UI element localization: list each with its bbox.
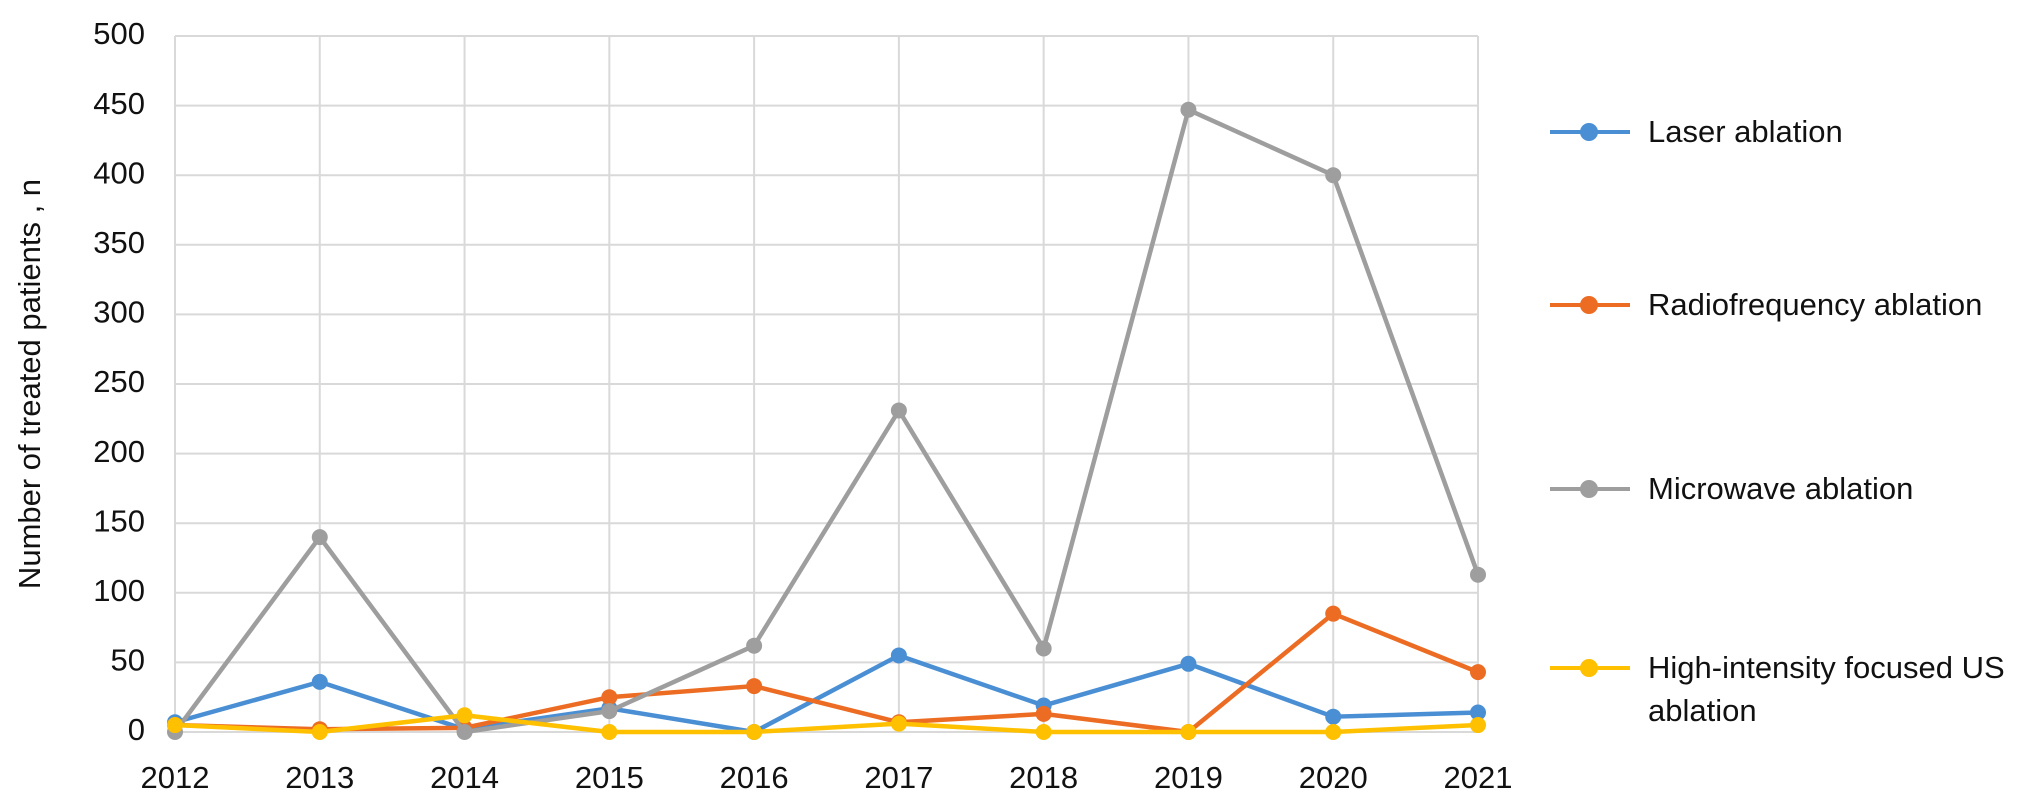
y-tick-label: 500 (93, 16, 145, 51)
data-point (456, 707, 473, 724)
series-line (174, 713, 1479, 735)
data-point (1180, 101, 1197, 118)
legend-entry: Laser ablation (1550, 114, 2018, 153)
data-point (890, 715, 907, 732)
x-tick-label: 2015 (575, 760, 644, 795)
data-point (167, 717, 183, 734)
legend-label: Microwave ablation (1648, 471, 1914, 506)
legend-key (1550, 650, 1630, 686)
data-point (311, 724, 328, 740)
x-tick-label: 2012 (141, 760, 210, 795)
x-tick-label: 2020 (1299, 760, 1368, 795)
y-tick-label: 0 (128, 712, 145, 747)
legend-key (1550, 471, 1630, 507)
data-point (1035, 705, 1052, 722)
data-point (1470, 664, 1486, 681)
data-point (1325, 605, 1342, 622)
data-point (890, 402, 907, 419)
y-tick-label: 100 (93, 573, 145, 608)
y-tick-label: 400 (93, 155, 145, 190)
data-point (746, 724, 763, 740)
data-point (1180, 724, 1197, 740)
legend-entry: High-intensity focused US ablation (1550, 650, 2018, 732)
y-tick-label: 450 (93, 86, 145, 121)
legend-label: Radiofrequency ablation (1648, 287, 1983, 322)
x-tick-label: 2018 (1009, 760, 1078, 795)
data-point (1325, 724, 1342, 740)
series-line (174, 653, 1479, 735)
data-point (1035, 640, 1052, 657)
x-tick-label: 2017 (864, 760, 933, 795)
y-tick-label: 150 (93, 503, 145, 538)
data-point (1325, 708, 1342, 725)
series-line (174, 611, 1479, 735)
data-point (1470, 566, 1486, 583)
x-tick-label: 2014 (430, 760, 499, 795)
legend-marker (1580, 480, 1598, 498)
x-tick-label: 2021 (1444, 760, 1513, 795)
legend: Laser ablation Radiofrequency ablation Mic… (1550, 0, 2020, 806)
data-point (1325, 167, 1342, 184)
y-tick-label: 350 (93, 225, 145, 260)
data-point (890, 647, 907, 664)
data-point (311, 529, 328, 546)
legend-marker (1580, 659, 1598, 677)
data-point (1035, 724, 1052, 740)
data-point (746, 637, 763, 654)
legend-label: Laser ablation (1648, 114, 1843, 149)
data-point (1470, 704, 1486, 721)
x-tick-label: 2013 (285, 760, 354, 795)
y-tick-label: 300 (93, 295, 145, 330)
series-line (173, 107, 1481, 735)
data-point (746, 678, 763, 695)
data-point (1180, 655, 1197, 672)
data-point (601, 724, 618, 740)
x-tick-label: 2016 (720, 760, 789, 795)
y-axis-label: Number of treated patients , n (12, 179, 47, 589)
data-point (601, 703, 618, 720)
legend-entry: Microwave ablation (1550, 471, 2018, 510)
legend-entry: Radiofrequency ablation (1550, 287, 2018, 326)
legend-marker (1580, 296, 1598, 314)
legend-label: High-intensity focused US ablation (1648, 650, 2005, 728)
data-point (456, 724, 473, 740)
data-point (601, 689, 618, 706)
data-point (1470, 717, 1486, 734)
legend-marker (1580, 123, 1598, 141)
y-tick-label: 50 (111, 643, 145, 678)
x-tick-label: 2019 (1154, 760, 1223, 795)
legend-key (1550, 114, 1630, 150)
legend-key (1550, 287, 1630, 323)
y-tick-label: 200 (93, 434, 145, 469)
y-tick-label: 250 (93, 364, 145, 399)
data-point (311, 673, 328, 690)
